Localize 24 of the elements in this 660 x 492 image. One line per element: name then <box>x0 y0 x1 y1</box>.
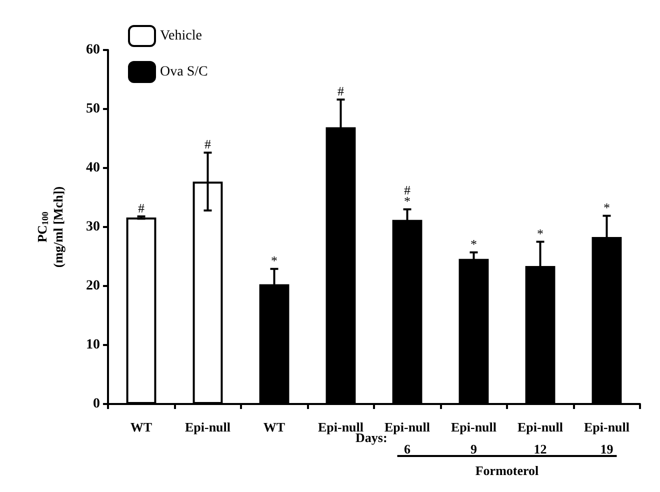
data-label: * <box>537 226 544 241</box>
legend-label: Ova S/C <box>160 64 208 80</box>
text: Formoterol <box>475 463 540 478</box>
y-tick-label: 30 <box>86 220 100 234</box>
data-label: # <box>138 200 145 216</box>
data-label: # <box>338 84 344 99</box>
y-tick-label: 60 <box>86 42 100 58</box>
y-tick-label: 20 <box>86 278 100 294</box>
x-tick-label: WT <box>130 420 152 434</box>
y-tick-label: 40 <box>86 160 100 176</box>
x-tick-label: WT <box>263 420 286 434</box>
y-tick-label: 50 <box>86 102 100 116</box>
y-tick-label: 10 <box>86 338 100 352</box>
data-label: # <box>204 136 212 152</box>
data-label: * <box>470 236 477 252</box>
data-label: * <box>271 252 278 268</box>
x-tick-label: Epi-null 9 <box>450 420 497 456</box>
x-tick-label: Epi-null <box>184 420 231 434</box>
x-tick-label: Epi-null 12 <box>517 420 564 456</box>
data-label: * <box>604 200 610 215</box>
legend-label: Vehicle <box>160 28 202 44</box>
data-label: # * <box>404 182 411 208</box>
x-tick-label: Epi-null 19 <box>584 420 630 456</box>
y-tick-label: 0 <box>93 396 100 412</box>
